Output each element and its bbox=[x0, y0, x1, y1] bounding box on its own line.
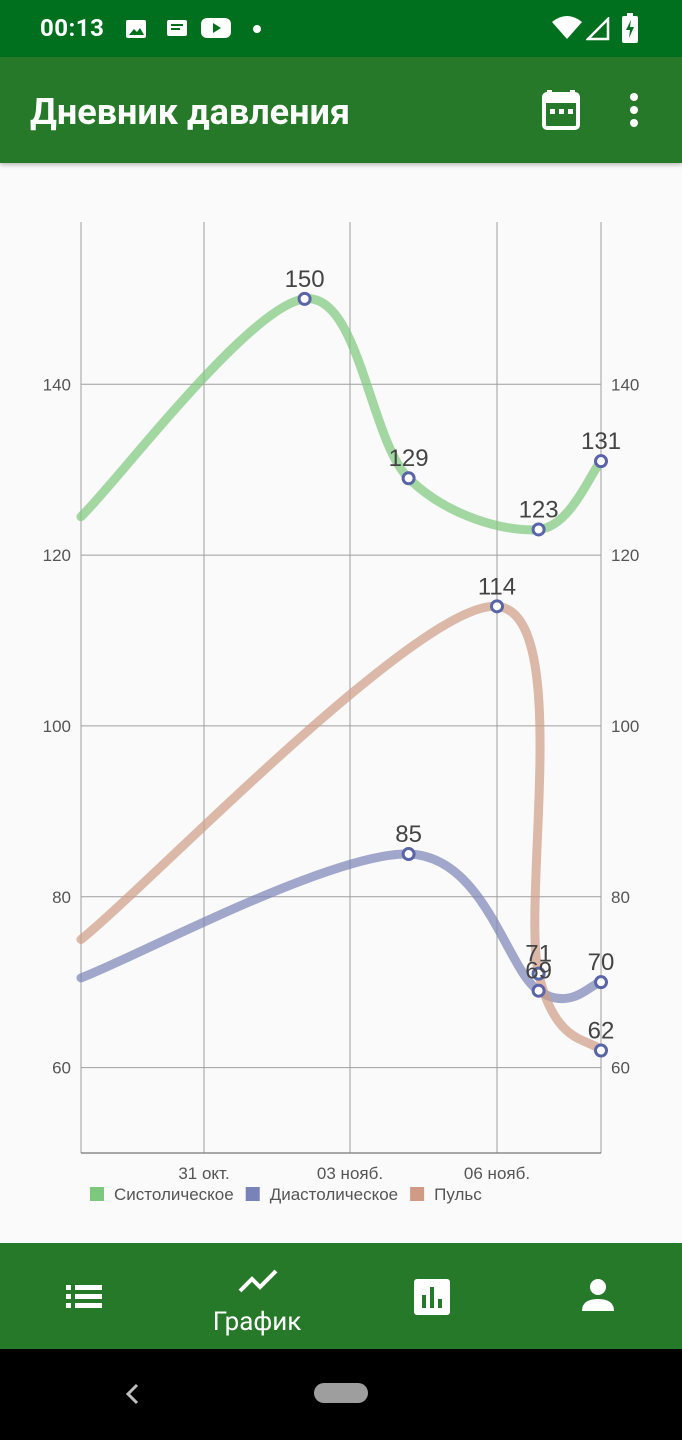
series-line bbox=[76, 294, 606, 535]
data-label: 70 bbox=[588, 949, 615, 976]
app-title: Дневник давления bbox=[30, 91, 351, 133]
data-point bbox=[531, 966, 546, 981]
legend-label: Систолическое bbox=[114, 1185, 234, 1204]
series-line bbox=[76, 601, 606, 1056]
y-tick-label-right: 120 bbox=[611, 546, 639, 565]
y-tick-label-left: 100 bbox=[43, 717, 71, 736]
x-tick-label: 06 нояб. bbox=[464, 1164, 530, 1183]
calendar-icon[interactable] bbox=[541, 90, 581, 130]
legend-swatch bbox=[410, 1187, 425, 1201]
y-tick-label-right: 140 bbox=[611, 375, 639, 394]
data-label: 114 bbox=[478, 573, 516, 600]
data-point bbox=[594, 1043, 608, 1058]
dot-icon bbox=[253, 25, 261, 33]
series-line bbox=[76, 849, 606, 1004]
system-navigation-bar bbox=[0, 1349, 682, 1440]
data-label: 129 bbox=[389, 445, 429, 472]
legend-label: Пульс bbox=[434, 1185, 482, 1204]
back-icon[interactable] bbox=[124, 1382, 140, 1406]
status-time: 00:13 bbox=[40, 14, 105, 42]
list-icon bbox=[66, 1285, 102, 1308]
y-tick-label-left: 120 bbox=[43, 546, 71, 565]
home-pill[interactable] bbox=[314, 1383, 368, 1403]
legend-swatch bbox=[90, 1187, 104, 1201]
chart-svg: 60 60 80 80 100 100 120 120 140 140 31 окт. 03 нояб… bbox=[43, 222, 639, 1204]
data-label: 62 bbox=[588, 1018, 615, 1045]
battery-charging-icon bbox=[622, 13, 638, 43]
legend-label: Диастолическое bbox=[270, 1185, 398, 1204]
y-tick-label-left: 80 bbox=[52, 888, 71, 907]
nav-list[interactable] bbox=[0, 1243, 170, 1349]
person-icon bbox=[582, 1279, 614, 1311]
data-point bbox=[401, 471, 416, 486]
chart-line-icon bbox=[238, 1269, 278, 1293]
data-point bbox=[531, 522, 546, 537]
more-vert-icon[interactable] bbox=[628, 93, 640, 127]
wifi-icon bbox=[552, 16, 582, 39]
y-tick-label-right: 60 bbox=[611, 1059, 630, 1078]
data-point bbox=[401, 847, 416, 862]
signal-icon bbox=[586, 17, 610, 41]
data-label: 85 bbox=[395, 821, 422, 848]
nav-chart-label: График bbox=[212, 1307, 302, 1337]
y-tick-label-right: 100 bbox=[611, 717, 639, 736]
pressure-chart: 60 60 80 80 100 100 120 120 140 140 31 окт. 03 нояб… bbox=[0, 163, 682, 1243]
x-tick-label: 31 окт. bbox=[178, 1164, 229, 1183]
message-icon bbox=[167, 20, 187, 36]
data-label: 131 bbox=[581, 428, 621, 455]
nav-profile[interactable] bbox=[512, 1243, 682, 1349]
app-bar: Дневник давления bbox=[0, 57, 682, 163]
bottom-navigation: График bbox=[0, 1243, 682, 1349]
legend-swatch bbox=[245, 1187, 260, 1201]
data-point bbox=[531, 983, 546, 998]
nav-chart[interactable]: График bbox=[172, 1243, 342, 1349]
data-point bbox=[490, 599, 504, 614]
y-tick-label-right: 80 bbox=[611, 888, 630, 907]
image-icon bbox=[126, 20, 146, 38]
nav-stats[interactable] bbox=[346, 1243, 516, 1349]
status-bar: 00:13 bbox=[0, 0, 682, 57]
data-label: 150 bbox=[285, 266, 325, 293]
y-tick-label-left: 140 bbox=[43, 375, 71, 394]
data-point bbox=[594, 975, 608, 990]
youtube-icon bbox=[201, 18, 231, 38]
bar-chart-icon bbox=[414, 1279, 450, 1315]
data-label: 123 bbox=[519, 496, 559, 523]
data-point bbox=[297, 291, 312, 306]
data-point bbox=[594, 454, 608, 469]
data-label: 69 bbox=[525, 958, 552, 985]
y-tick-label-left: 60 bbox=[52, 1059, 71, 1078]
x-tick-label: 03 нояб. bbox=[317, 1164, 383, 1183]
data-label: 71 bbox=[525, 941, 552, 968]
